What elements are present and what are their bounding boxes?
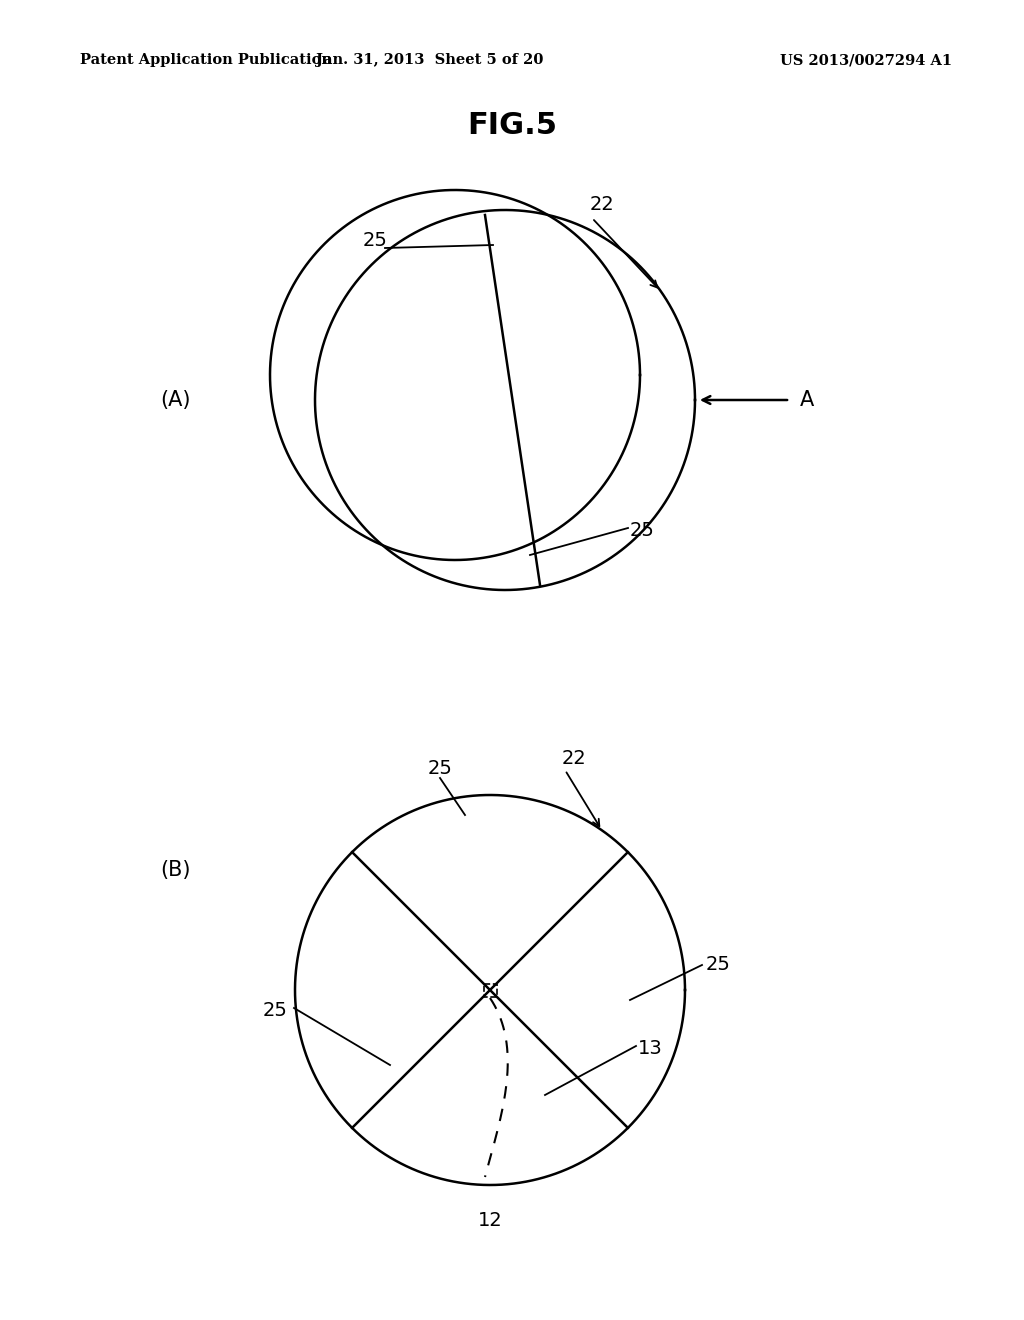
Bar bbox=[483, 983, 497, 997]
Text: Patent Application Publication: Patent Application Publication bbox=[80, 53, 332, 67]
Text: US 2013/0027294 A1: US 2013/0027294 A1 bbox=[780, 53, 952, 67]
Text: (A): (A) bbox=[160, 389, 190, 411]
Text: 25: 25 bbox=[362, 231, 387, 249]
Text: 25: 25 bbox=[263, 1001, 288, 1019]
Text: 25: 25 bbox=[428, 759, 453, 777]
Text: (B): (B) bbox=[160, 861, 190, 880]
Text: Jan. 31, 2013  Sheet 5 of 20: Jan. 31, 2013 Sheet 5 of 20 bbox=[316, 53, 544, 67]
Text: FIG.5: FIG.5 bbox=[467, 111, 557, 140]
Text: 25: 25 bbox=[630, 520, 655, 540]
Text: 12: 12 bbox=[477, 1210, 503, 1229]
Text: A: A bbox=[800, 389, 814, 411]
Text: 22: 22 bbox=[562, 748, 587, 767]
Text: 13: 13 bbox=[638, 1039, 663, 1057]
Text: 22: 22 bbox=[590, 195, 614, 214]
Text: 25: 25 bbox=[706, 956, 731, 974]
